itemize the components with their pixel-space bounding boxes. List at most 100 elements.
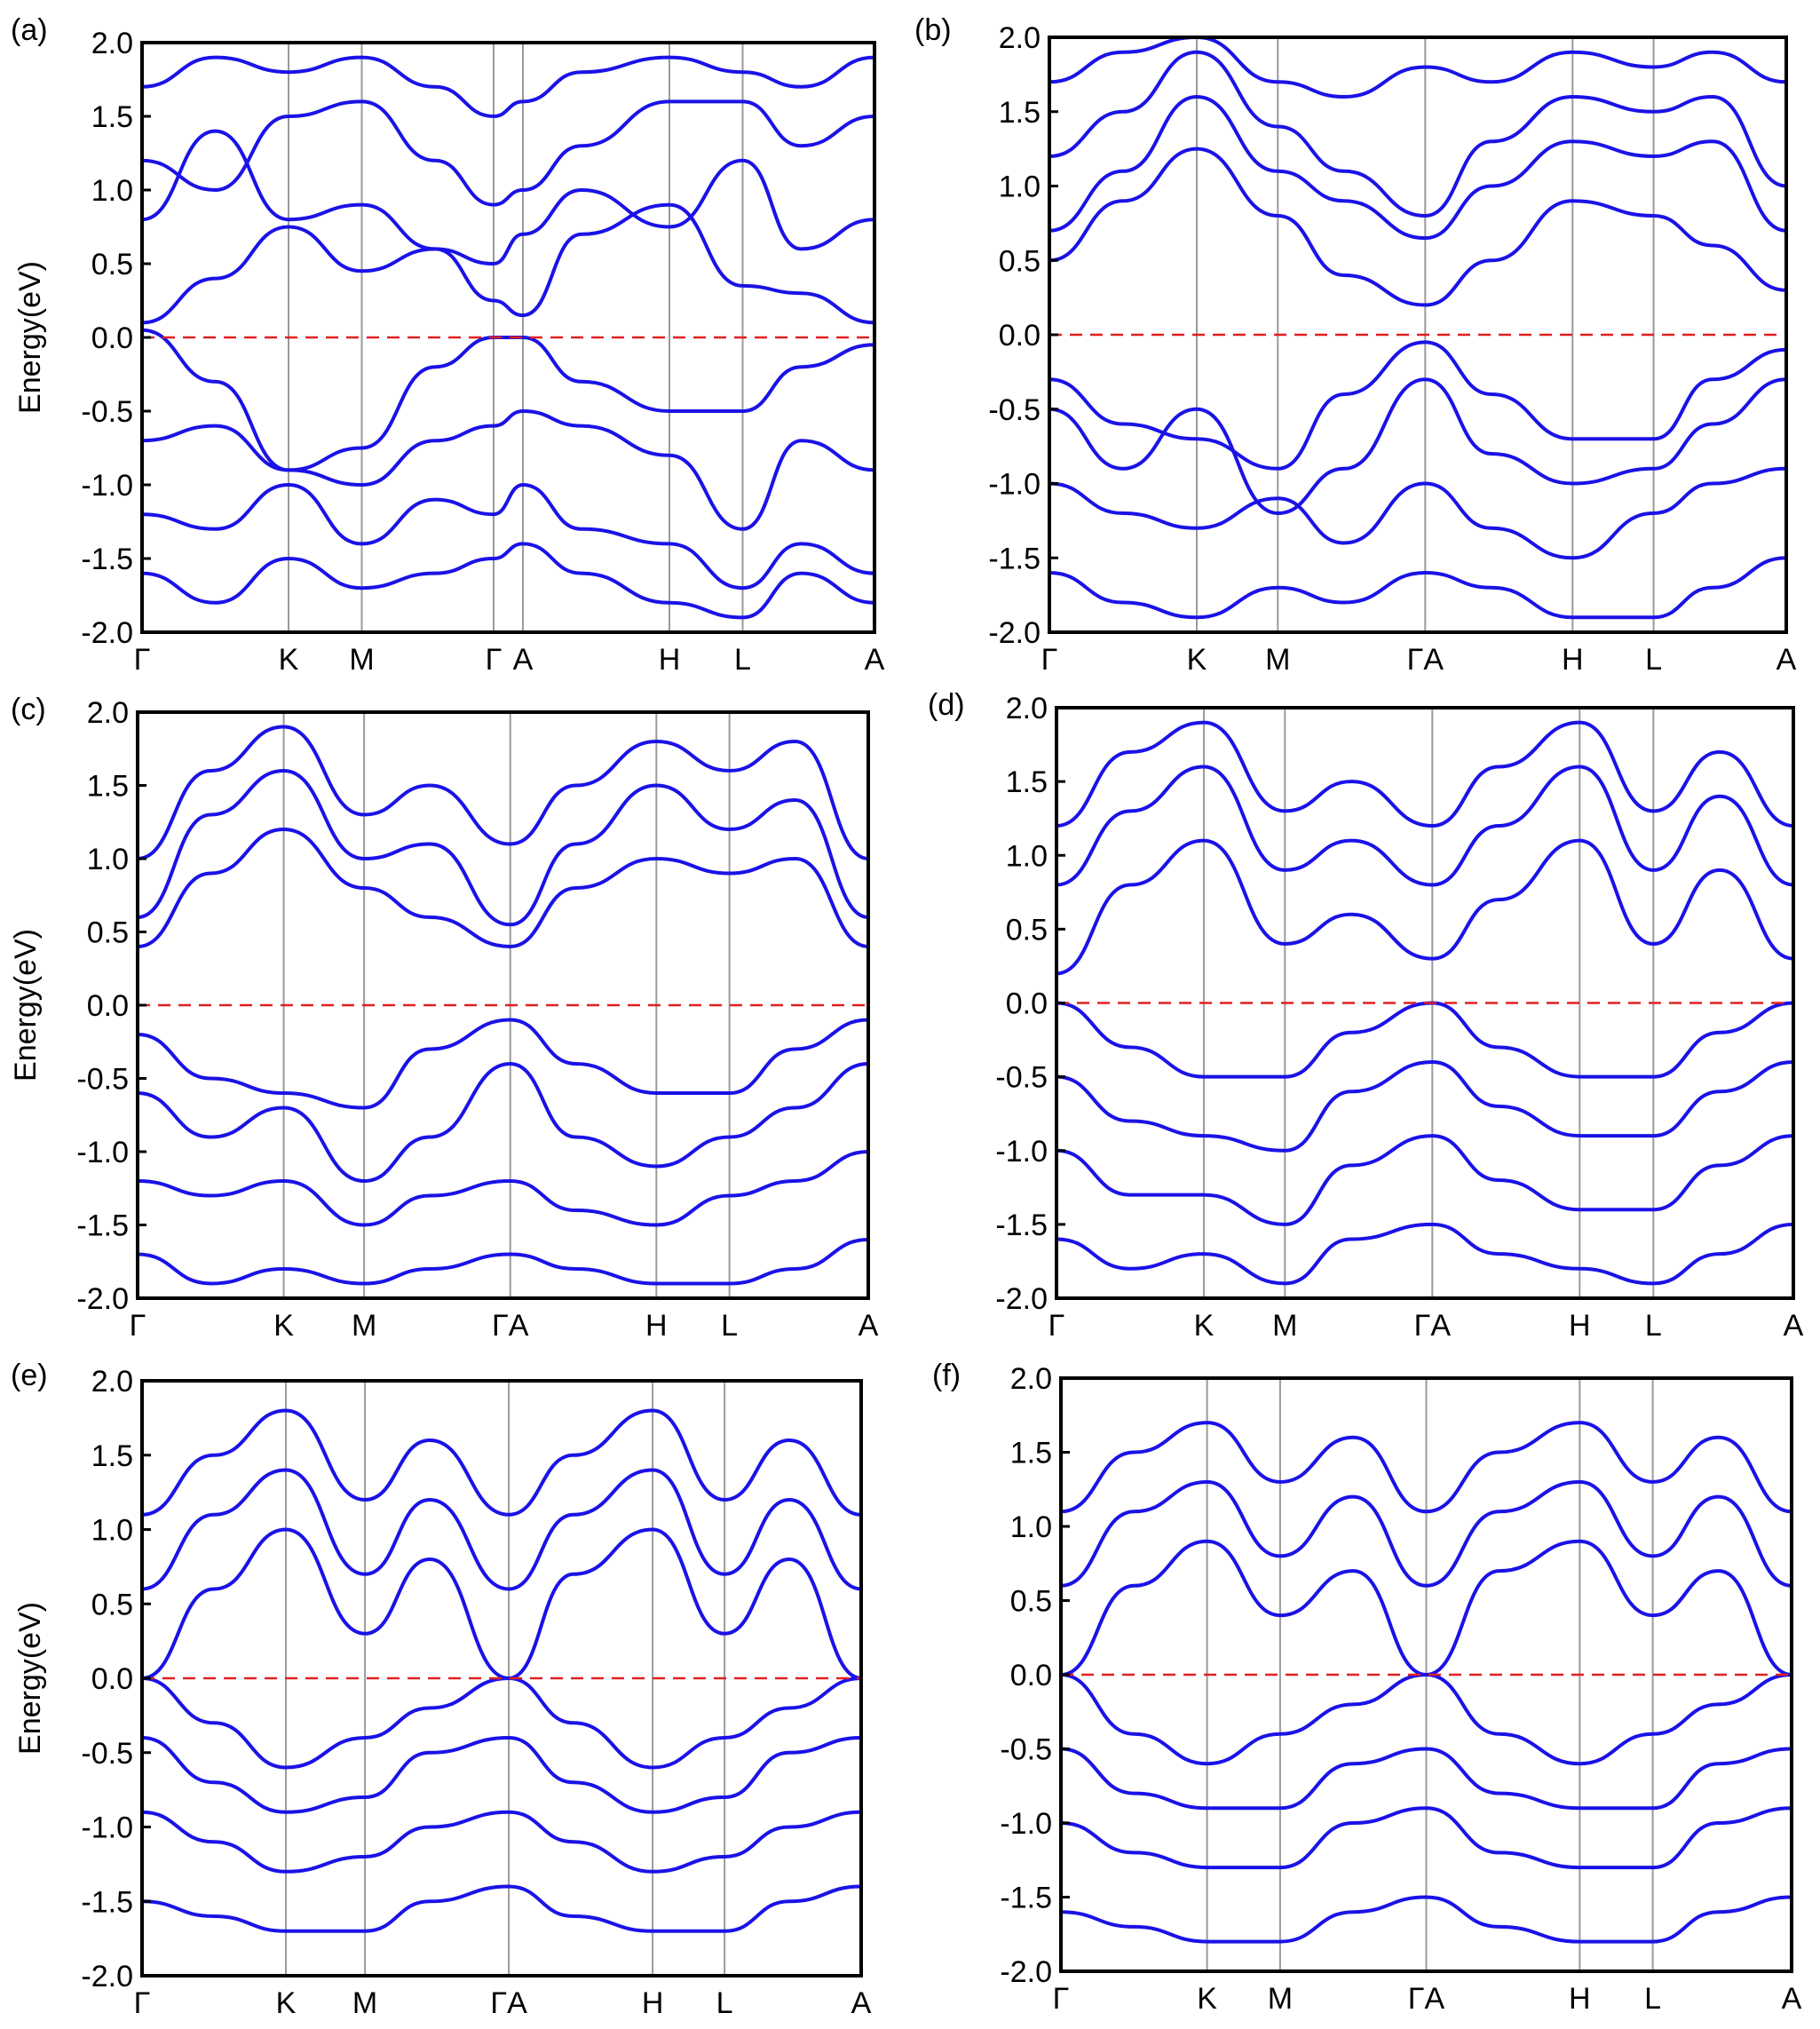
band-line	[142, 202, 874, 325]
band-line	[138, 725, 868, 860]
kpoint-label: L	[1645, 643, 1662, 677]
kpoint-label: A	[1782, 1982, 1802, 2016]
y-tick-label: 0.0	[91, 321, 133, 355]
y-tick-label: 1.5	[1010, 1437, 1052, 1470]
y-tick-label: -0.5	[1000, 1733, 1052, 1767]
kpoint-label: ΓA	[490, 1986, 527, 2020]
y-tick-label: 1.5	[999, 96, 1041, 130]
band-line	[142, 1884, 861, 1933]
y-tick-label: -1.0	[988, 468, 1041, 502]
y-tick-label: -2.0	[995, 1282, 1048, 1316]
y-tick-label: 2.0	[91, 1365, 133, 1399]
band-line	[142, 99, 874, 207]
panel-a: 2.01.51.00.50.0-0.5-1.0-1.5-2.0Γ K M Γ A H L AE…	[11, 13, 885, 677]
kpoint-label: A	[1784, 1309, 1804, 1343]
y-tick-label: 0.5	[1006, 913, 1048, 947]
panel-label: (d)	[928, 688, 965, 722]
band-line	[138, 1018, 868, 1110]
band-line	[1056, 838, 1793, 976]
panel-d: 2.0 1.5 1.0 0.5 0.0 -0.5 -1.0 -1.5 -2.0Γ K M ΓA H L A (…	[928, 688, 1804, 1343]
band-line	[142, 1810, 861, 1874]
kpoint-label: H	[1569, 1309, 1591, 1343]
band-line	[1056, 1059, 1793, 1153]
y-tick-label: 0.5	[999, 244, 1041, 278]
y-tick-label: 1.0	[1010, 1510, 1052, 1544]
kpoint-label: Γ	[134, 643, 151, 677]
band-group	[138, 725, 868, 1286]
y-tick-label: 0.5	[91, 1588, 133, 1621]
y-tick-label: -2.0	[988, 616, 1041, 650]
y-tick-label: 2.0	[87, 696, 129, 730]
band-group	[142, 1408, 861, 1933]
band-line	[1049, 556, 1786, 620]
panel-c: 2.0 1.5 1.0 0.5 0.0 -0.5 -1.0 -1.5 -2.0Γ K M ΓA H L A E…	[9, 693, 879, 1343]
kpoint-label: A	[1776, 643, 1797, 677]
kpoint-label: H	[1569, 1982, 1591, 2016]
y-tick-label: 2.0	[1006, 692, 1048, 725]
y-tick-label: 0.0	[1010, 1659, 1052, 1692]
kpoint-label: L	[1644, 1982, 1661, 2016]
kpoint-label: H	[642, 1986, 664, 2020]
y-tick-label: -0.5	[76, 1063, 129, 1097]
band-line	[1061, 1672, 1792, 1766]
y-tick-label: -0.5	[988, 393, 1041, 427]
panel-label: (c)	[11, 693, 46, 726]
y-tick-label: -1.0	[76, 1136, 129, 1169]
panel-label: (f)	[932, 1359, 961, 1392]
y-tick-label: 1.5	[1006, 765, 1048, 799]
kpoint-label: H	[645, 1309, 668, 1343]
kpoint-label: K	[279, 643, 299, 677]
y-tick-label: 1.5	[87, 770, 129, 804]
band-line	[1061, 1895, 1792, 1944]
band-line	[1049, 94, 1786, 241]
y-axis-title: Energy(eV)	[9, 929, 43, 1082]
kpoint-label: Γ	[1048, 1309, 1065, 1343]
kpoint-label: K	[1197, 1982, 1217, 2016]
band-line	[142, 482, 874, 590]
y-tick-label: 2.0	[91, 27, 133, 60]
y-tick-label: -1.5	[988, 542, 1041, 575]
y-tick-label: -2.0	[76, 1282, 129, 1316]
y-tick-label: -2.0	[1000, 1955, 1052, 1989]
kpoint-label: K	[276, 1986, 297, 2020]
kpoint-label: A	[851, 1986, 872, 2020]
kpoint-label: ΓA	[1407, 643, 1444, 677]
kpoint-label: A	[859, 1309, 879, 1343]
kpoint-label: ΓA	[1408, 1982, 1445, 2016]
kpoint-label: Γ	[1053, 1982, 1070, 2016]
kpoint-label: Γ	[486, 643, 502, 677]
band-line	[142, 1676, 861, 1770]
kpoint-label: L	[734, 643, 751, 677]
kpoint-label: L	[1645, 1309, 1662, 1343]
y-tick-label: -0.5	[81, 395, 133, 429]
panel-b: 2.0 1.5 1.0 0.5 0.0 -0.5 -1.0 -1.5 -2.0Γ K M ΓA H L A (…	[914, 13, 1797, 677]
kpoint-label: K	[1194, 1309, 1215, 1343]
y-tick-label: 1.0	[87, 843, 129, 876]
y-tick-label: 1.5	[91, 100, 133, 134]
y-tick-label: -1.5	[81, 543, 133, 576]
band-line	[142, 1735, 861, 1814]
kpoint-label: M	[352, 1986, 377, 2020]
band-line	[1061, 1479, 1792, 1588]
band-line	[138, 1238, 868, 1286]
band-line	[142, 55, 874, 119]
kpoint-label: L	[716, 1986, 733, 2020]
y-tick-label: -0.5	[995, 1061, 1048, 1095]
y-tick-label: 1.5	[91, 1439, 133, 1473]
band-line	[142, 129, 874, 266]
panel-label: (a)	[11, 13, 48, 47]
band-line	[1049, 340, 1786, 471]
y-tick-label: 0.0	[91, 1662, 133, 1696]
band-line	[1061, 1747, 1792, 1811]
band-line	[1049, 147, 1786, 307]
band-line	[1056, 1222, 1793, 1286]
y-tick-label: -1.0	[81, 1811, 133, 1845]
band-line	[142, 1527, 861, 1681]
y-tick-label: 1.0	[91, 1514, 133, 1548]
band-line	[138, 1061, 868, 1184]
band-line	[142, 1408, 861, 1517]
y-tick-label: 1.0	[91, 174, 133, 208]
kpoint-label: ΓA	[1414, 1309, 1452, 1343]
y-tick-label: -2.0	[81, 1960, 133, 1993]
